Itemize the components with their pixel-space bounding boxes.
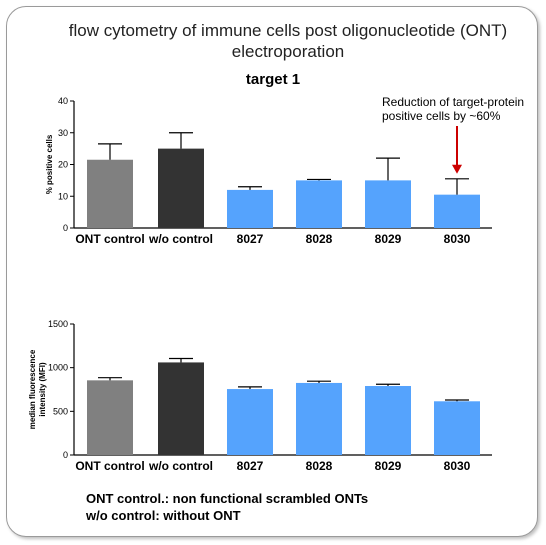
- chart-mfi: 0 500 1000 1500 median fluorescence intensity…: [28, 319, 492, 473]
- footnote-line-1: ONT control.: non functional scrambled O…: [86, 491, 369, 506]
- bar: [158, 362, 204, 455]
- annotation-arrowhead: [452, 164, 462, 174]
- y-tick-label: 1500: [48, 319, 68, 329]
- y-tick-label: 40: [58, 96, 68, 106]
- y-tick-label: 10: [58, 191, 68, 201]
- bar: [87, 380, 133, 455]
- bar: [365, 386, 411, 455]
- footnote-line-2: w/o control: without ONT: [86, 508, 241, 523]
- y-tick-label: 500: [53, 406, 68, 416]
- category-label: ONT control: [75, 459, 144, 473]
- bar: [434, 194, 480, 228]
- bar: [296, 382, 342, 455]
- bar: [296, 180, 342, 228]
- category-label: 8027: [237, 459, 264, 473]
- bar: [158, 148, 204, 228]
- y-axis-label: % positive cells: [45, 134, 54, 194]
- figure-title: flow cytometry of immune cells post olig…: [20, 20, 546, 62]
- category-label: w/o control: [148, 232, 213, 246]
- category-label: 8029: [375, 459, 402, 473]
- category-label: 8030: [444, 459, 471, 473]
- category-label: 8028: [306, 232, 333, 246]
- bar: [365, 180, 411, 228]
- footnote: ONT control.: non functional scrambled O…: [86, 490, 368, 524]
- category-label: 8027: [237, 232, 264, 246]
- annotation-text: Reduction of target-protein: [382, 95, 524, 109]
- annotation-text: positive cells by ~60%: [382, 109, 501, 123]
- y-axis-label-line: intensity (MFI): [38, 362, 47, 417]
- y-tick-label: 1000: [48, 363, 68, 373]
- y-tick-label: 30: [58, 128, 68, 138]
- title-line-2: electroporation: [231, 42, 345, 61]
- category-label: 8028: [306, 459, 333, 473]
- bar: [227, 189, 273, 228]
- chart-percent-positive: 0 10 20 30 40 % positive cells ONT control w/o …: [45, 95, 524, 246]
- bar: [87, 159, 133, 228]
- bar: [434, 401, 480, 455]
- chart-subtitle: target 1: [245, 71, 301, 88]
- category-label: 8029: [375, 232, 402, 246]
- y-tick-label: 20: [58, 160, 68, 170]
- bar: [227, 389, 273, 455]
- category-label: 8030: [444, 232, 471, 246]
- category-label: ONT control: [75, 232, 144, 246]
- category-label: w/o control: [148, 459, 213, 473]
- y-tick-label: 0: [63, 450, 68, 460]
- y-axis-label-line: median fluorescence: [28, 349, 37, 429]
- y-tick-label: 0: [63, 223, 68, 233]
- title-line-1: flow cytometry of immune cells post olig…: [68, 21, 508, 40]
